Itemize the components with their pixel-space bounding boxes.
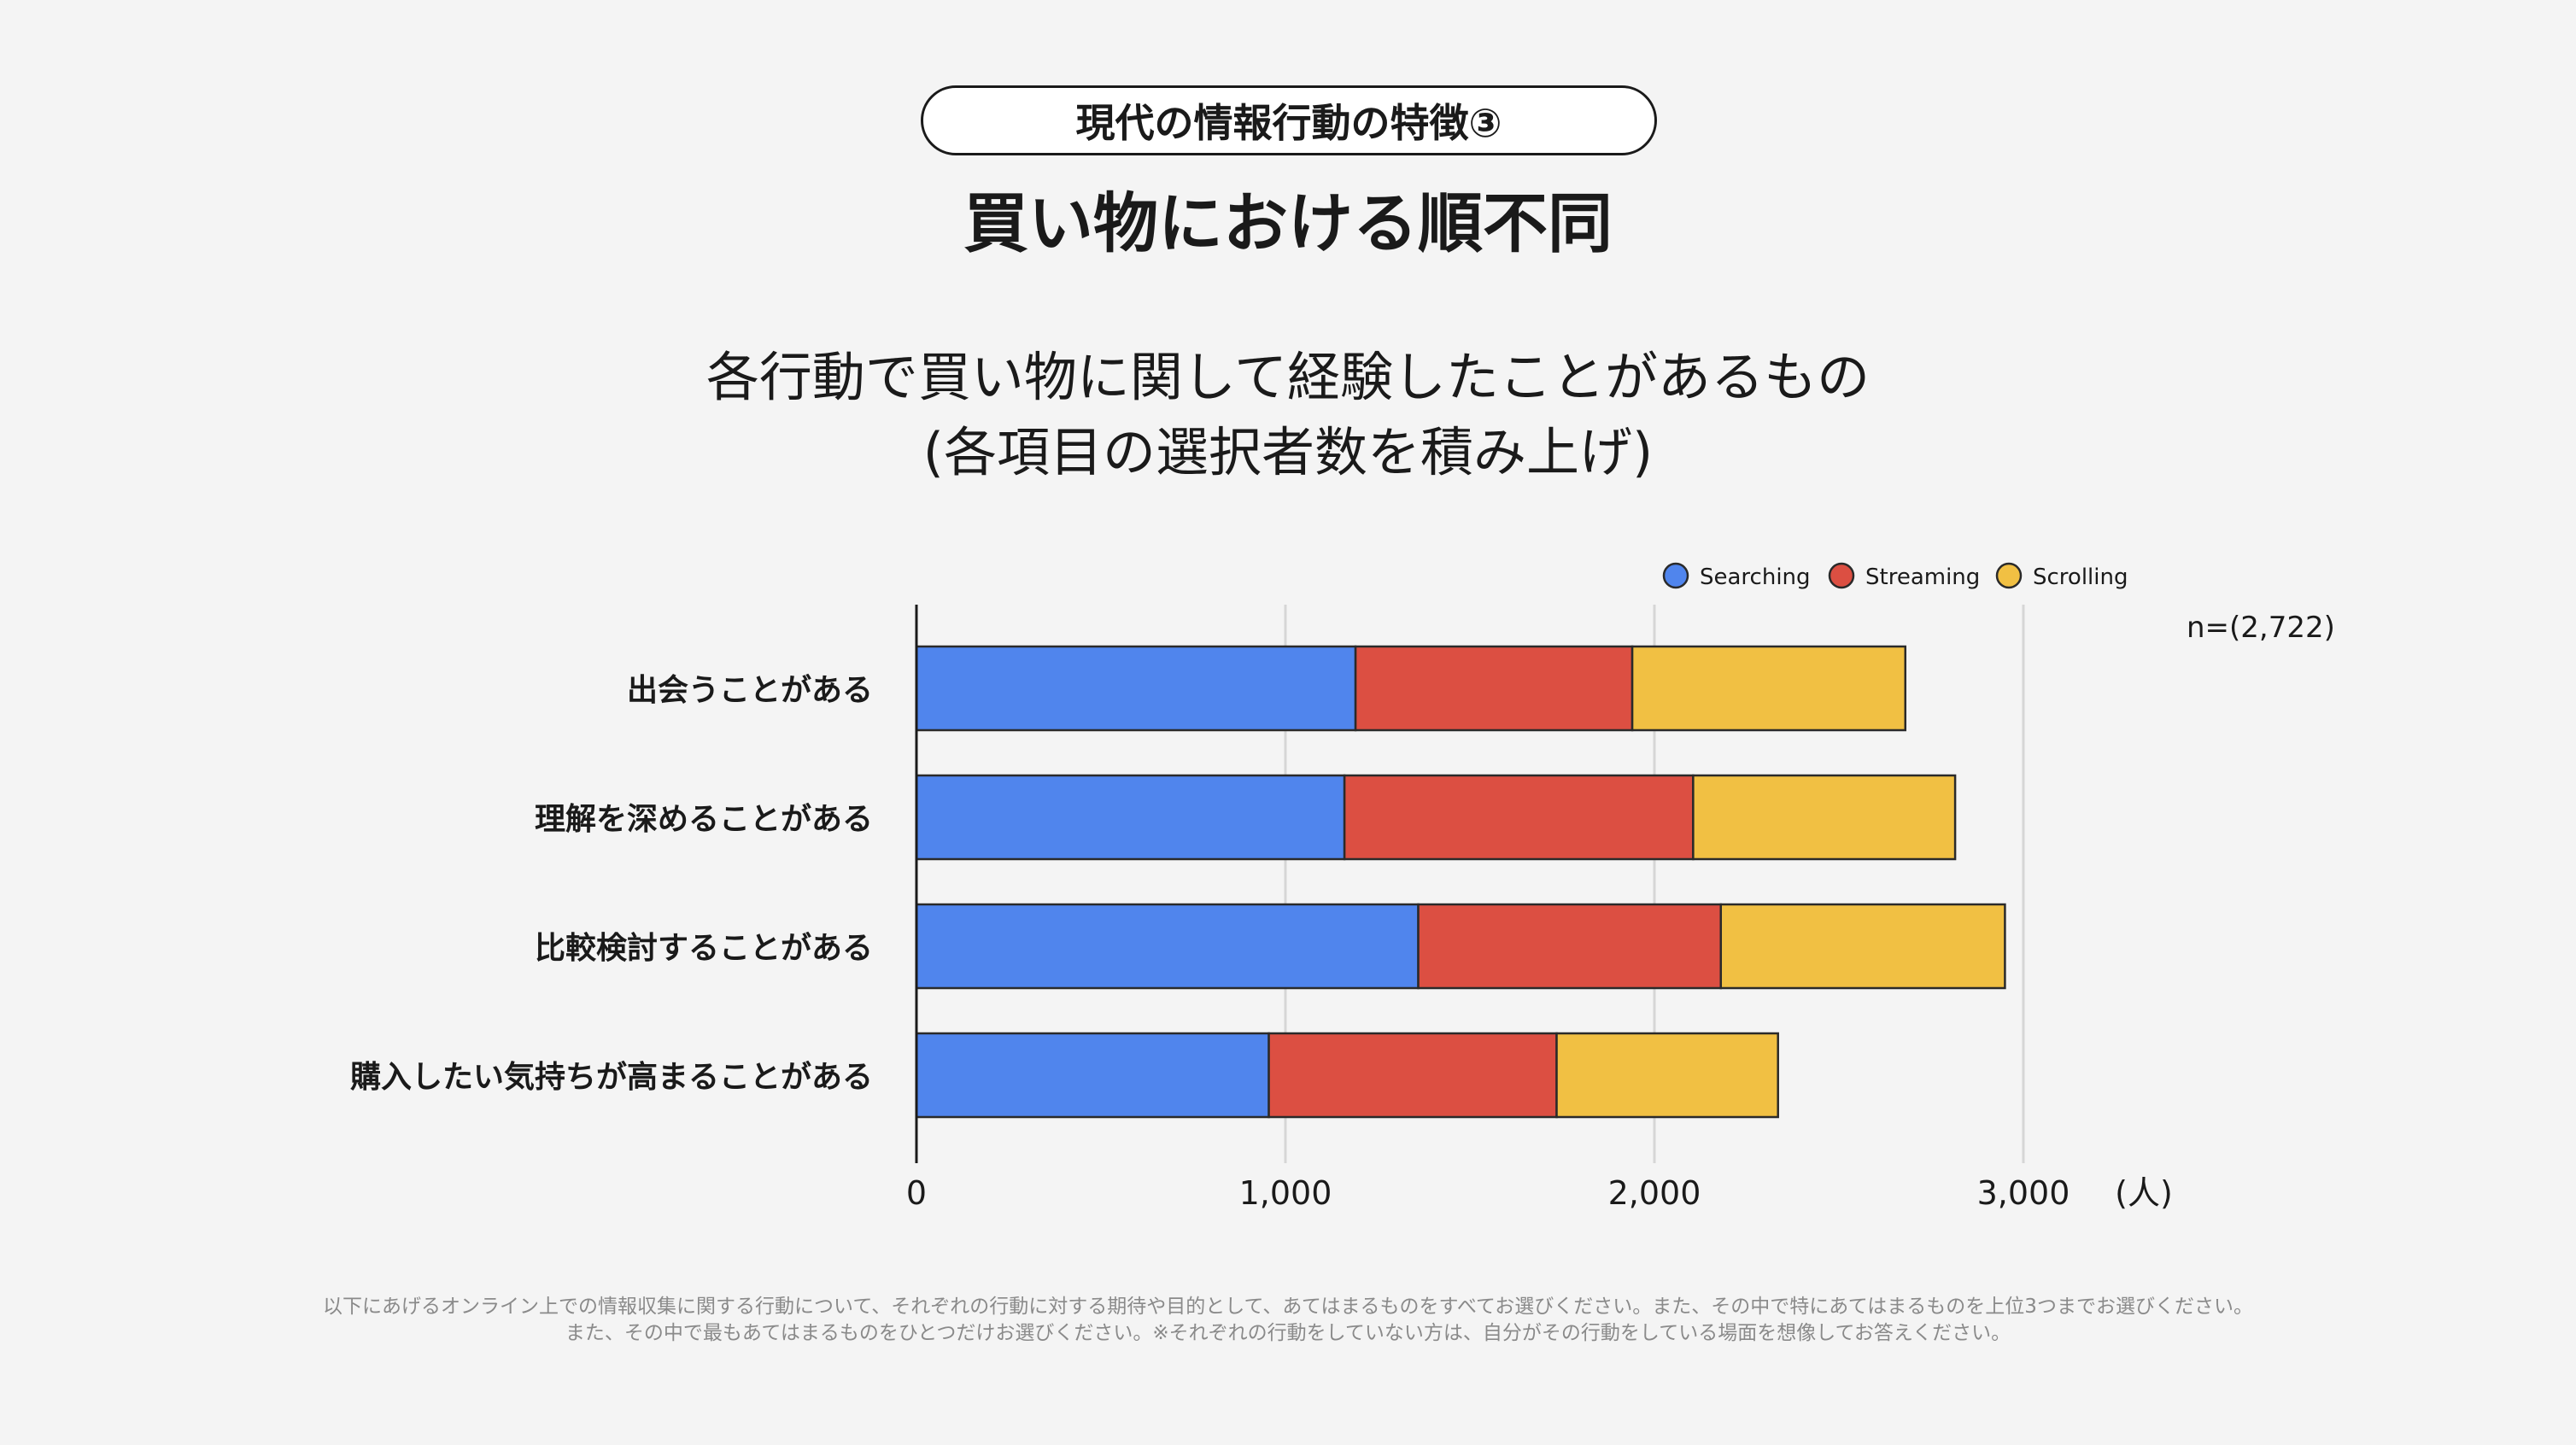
- section-badge: 現代の情報行動の特徴③: [921, 85, 1657, 155]
- bar-searching-1: [915, 645, 1357, 732]
- x-tick-label-3000: 3,000: [1977, 1174, 2070, 1212]
- category-label-3: 比較検討することがある: [535, 931, 873, 966]
- footnote-line1: 以下にあげるオンライン上での情報収集に関する行動について、それぞれの行動に対する…: [323, 1296, 2253, 1318]
- bar-streaming-2: [1343, 774, 1695, 861]
- bar-searching-2: [915, 774, 1346, 861]
- bar-searching-3: [915, 903, 1420, 990]
- category-label-2: 理解を深めることがある: [535, 802, 873, 837]
- page-title: 買い物における順不同: [963, 185, 1613, 261]
- legend-swatch-searching: [1662, 562, 1689, 589]
- bar-streaming-3: [1417, 903, 1723, 990]
- legend-swatch-scrolling: [1995, 562, 2023, 589]
- bar-streaming-4: [1268, 1032, 1558, 1119]
- bar-scrolling-2: [1692, 774, 1957, 861]
- x-tick-label-1000: 1,000: [1239, 1174, 1332, 1212]
- x-tick-label-0: 0: [906, 1174, 927, 1212]
- survey-footnote: 以下にあげるオンライン上での情報収集に関する行動について、それぞれの行動に対する…: [0, 1294, 2576, 1347]
- legend-label-searching: Searching: [1700, 565, 1811, 590]
- x-axis-unit: (人): [2115, 1174, 2173, 1212]
- bar-scrolling-3: [1719, 903, 2006, 990]
- category-label-4: 購入したい気持ちが高まることがある: [350, 1060, 873, 1095]
- footnote-line2: また、その中で最もあてはまるものをひとつだけお選びください。※それぞれの行動をし…: [565, 1322, 2011, 1344]
- category-label-1: 出会うことがある: [627, 673, 873, 708]
- chart-title-line2: (各項目の選択者数を積み上げ): [922, 421, 1654, 483]
- legend-label-scrolling: Scrolling: [2033, 565, 2128, 590]
- chart-title-line1: 各行動で買い物に関して経験したことがあるもの: [705, 346, 1871, 408]
- x-tick-label-2000: 2,000: [1608, 1174, 1701, 1212]
- legend-label-streaming: Streaming: [1865, 565, 1980, 590]
- sample-size-label: n=(2,722): [2187, 611, 2335, 645]
- chart-title: 各行動で買い物に関して経験したことがあるもの (各項目の選択者数を積み上げ): [0, 340, 2576, 490]
- bar-streaming-1: [1354, 645, 1634, 732]
- bar-scrolling-4: [1555, 1032, 1779, 1119]
- legend-swatch-streaming: [1828, 562, 1855, 589]
- bar-searching-4: [915, 1032, 1270, 1119]
- bar-scrolling-1: [1630, 645, 1907, 732]
